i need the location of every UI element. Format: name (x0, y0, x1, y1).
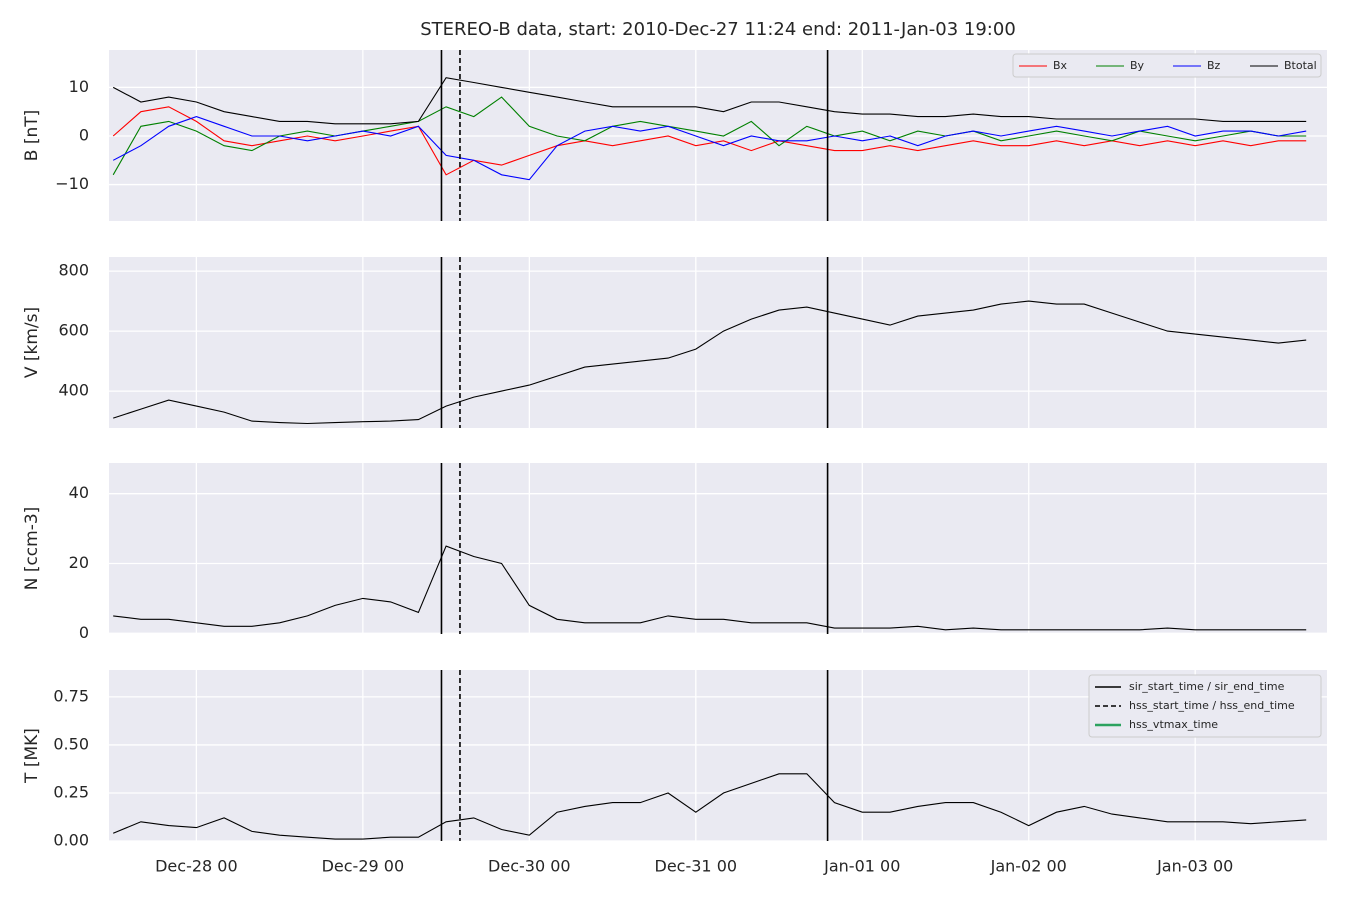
series-line (112, 106, 1307, 176)
y-tick-label: 40 (69, 483, 89, 502)
y-tick-label: 0.00 (53, 831, 89, 850)
legend: Bx By Bz Btotal (1012, 53, 1322, 78)
plot-content (113, 257, 1307, 428)
y-tick-label: 600 (58, 321, 89, 340)
y-tick-label: 20 (69, 553, 89, 572)
y-tick-label: 800 (58, 261, 89, 280)
series-line (112, 116, 1307, 181)
legend-label: Bx (1053, 59, 1068, 72)
legend-label: Btotal (1284, 59, 1317, 72)
series-line (112, 96, 1307, 176)
y-tick-label: 0.50 (53, 734, 89, 753)
y-tick-label: 10 (69, 77, 89, 96)
series-line (112, 77, 1307, 125)
y-tick-label: 400 (58, 381, 89, 400)
plot-area (109, 257, 1327, 428)
plot-content (113, 463, 1307, 634)
y-tick-label: 0 (79, 125, 89, 144)
series-line (112, 773, 1307, 840)
legend-label: hss_vtmax_time (1129, 718, 1218, 731)
y-tick-label: 0.75 (53, 686, 89, 705)
y-axis-label: V [km/s] (22, 307, 42, 378)
x-tick-label: Dec-31 00 (655, 857, 738, 876)
y-tick-label: 0.25 (53, 782, 89, 801)
y-axis-label: B [nT] (22, 110, 42, 162)
y-axis-label: N [ccm-3] (22, 507, 42, 591)
y-tick-label: −10 (55, 174, 89, 193)
y-tick-label: 0 (79, 623, 89, 642)
plot-content (112, 670, 1307, 841)
legend: sir_start_time / sir_end_time hss_start_t… (1088, 674, 1322, 738)
plot-content (112, 50, 1307, 221)
series-line (113, 300, 1307, 425)
legend-label: sir_start_time / sir_end_time (1129, 680, 1285, 693)
legend-box (1088, 674, 1322, 738)
x-tick-label: Dec-28 00 (155, 857, 238, 876)
legend-box (1012, 53, 1322, 78)
chart-title: STEREO-B data, start: 2010-Dec-27 11:24 … (420, 19, 1016, 40)
x-tick-label: Jan-03 00 (1156, 857, 1233, 876)
x-tick-label: Jan-02 00 (990, 857, 1067, 876)
legend-label: Bz (1207, 59, 1221, 72)
y-axis-label: T [MK] (22, 728, 42, 784)
x-tick-label: Dec-30 00 (488, 857, 571, 876)
x-tick-label: Dec-29 00 (322, 857, 405, 876)
series-line (113, 545, 1307, 631)
plot-area (109, 463, 1327, 634)
legend-label: By (1130, 59, 1145, 72)
legend-label: hss_start_time / hss_end_time (1129, 699, 1295, 712)
x-tick-label: Jan-01 00 (823, 857, 900, 876)
